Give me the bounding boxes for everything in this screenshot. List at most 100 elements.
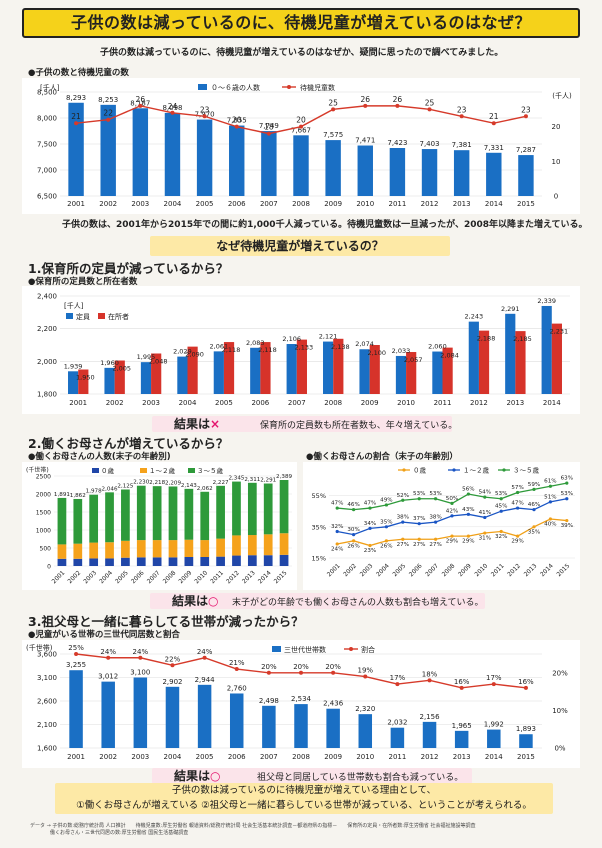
unit-label: [千人] bbox=[64, 301, 84, 310]
point bbox=[368, 543, 372, 548]
page-title: 子供の数は減っているのに、待機児童が増えているのはなぜ？ bbox=[22, 8, 580, 38]
point-waitlist bbox=[170, 110, 175, 115]
bar-segment bbox=[168, 540, 178, 558]
point bbox=[401, 537, 405, 541]
point-value-label: 26 bbox=[136, 95, 146, 104]
point-waitlist bbox=[299, 124, 303, 129]
bar-children bbox=[389, 148, 406, 196]
bar-value-label: 2,138 bbox=[331, 343, 350, 351]
bar-value-label: 2,032 bbox=[387, 719, 407, 727]
point-value-label: 47% bbox=[331, 501, 343, 507]
bar-enrolled bbox=[296, 339, 307, 394]
point-value-label: 51% bbox=[544, 494, 556, 500]
x-tick-label: 2002 bbox=[106, 399, 124, 407]
left-unit-label: [千人] bbox=[40, 83, 60, 92]
point-value-label: 23 bbox=[200, 105, 210, 114]
bar-total-label: 2,209 bbox=[165, 480, 181, 486]
legend-label-households: 三世代世帯数 bbox=[284, 645, 326, 654]
bar-capacity bbox=[432, 351, 443, 394]
point-waitlist bbox=[266, 131, 271, 136]
bar-value-label: 7,287 bbox=[516, 146, 536, 154]
bar-value-label: 2,156 bbox=[420, 713, 441, 721]
point-value-label: 20% bbox=[325, 663, 341, 671]
result3-label: 結果は bbox=[174, 769, 211, 783]
point-value-label: 16% bbox=[518, 678, 534, 686]
bar-total-label: 2,143 bbox=[181, 483, 197, 489]
bar-segment bbox=[89, 494, 99, 543]
bar-children bbox=[357, 145, 373, 196]
point-value-label: 26 bbox=[360, 95, 370, 104]
bar-enrolled bbox=[515, 331, 526, 394]
bar-value-label: 2,057 bbox=[404, 356, 423, 364]
point bbox=[352, 508, 356, 512]
chart5-panel: 1,600 2,100 2,600 3,100 3,600 0% 10% 20% (千世帯) 3,… bbox=[22, 640, 580, 768]
point bbox=[417, 497, 421, 501]
chart1-note: 子供の数は、2001年から2015年での間に約1,000千人減っている。待機児童… bbox=[62, 220, 588, 230]
result2-text: 末子がどの年齢でも働くお母さんの人数も割合も増えている。 bbox=[232, 598, 484, 608]
bar-value-label: 8,187 bbox=[130, 99, 150, 107]
point-value-label: 20% bbox=[293, 663, 309, 671]
point-value-label: 22 bbox=[103, 109, 113, 118]
bar-value-label: 2,084 bbox=[440, 352, 459, 360]
bar-segment bbox=[57, 558, 67, 566]
bar-households bbox=[133, 677, 148, 748]
bar-total-label: 2,345 bbox=[228, 476, 244, 482]
bar-value-label: 2,320 bbox=[355, 705, 375, 713]
point-value-label: 52% bbox=[397, 493, 409, 499]
bar-enrolled bbox=[333, 338, 344, 394]
bar-value-label: 1,960 bbox=[100, 359, 119, 367]
bar-households bbox=[326, 708, 340, 748]
bar-segment bbox=[247, 482, 257, 536]
x-tick-label: 2008 bbox=[162, 569, 178, 585]
point-ratio bbox=[170, 663, 175, 668]
x-tick-label: 2014 bbox=[257, 569, 273, 585]
bar-value-label: 2,243 bbox=[465, 313, 484, 321]
legend-swatch bbox=[140, 468, 147, 473]
bar-children bbox=[68, 102, 84, 196]
bar-capacity bbox=[359, 349, 370, 394]
bar-segment bbox=[136, 540, 146, 558]
point-waitlist bbox=[427, 107, 432, 112]
bar-enrolled bbox=[187, 346, 198, 394]
bar-enrolled bbox=[406, 352, 417, 394]
bar-total-label: 1,862 bbox=[70, 493, 86, 499]
point-value-label: 56% bbox=[462, 487, 474, 493]
point-ratio bbox=[299, 670, 303, 675]
point bbox=[516, 534, 520, 538]
bar-value-label: 7,423 bbox=[387, 139, 407, 147]
footnote-line1: データ → 子供の数:総務庁統計局 人口推計 待機児童数:厚生労働省 報道資料/… bbox=[30, 823, 476, 829]
bar-value-label: 1,893 bbox=[516, 725, 536, 733]
bar-households bbox=[519, 734, 533, 748]
chart3-title: ●働くお母さんの人数(末子の年齢別) bbox=[28, 452, 171, 462]
legend-label: ０歳 bbox=[101, 466, 115, 475]
point-value-label: 18% bbox=[422, 670, 438, 678]
point-value-label: 38% bbox=[429, 515, 441, 521]
y2-tick-label: 20% bbox=[552, 669, 568, 677]
bar-value-label: 2,944 bbox=[195, 676, 216, 684]
y-tick-label: 0 bbox=[47, 564, 51, 571]
point bbox=[499, 509, 503, 513]
point-value-label: 46% bbox=[347, 502, 359, 508]
x-tick-label: 2008 bbox=[324, 399, 342, 407]
bar-segment bbox=[232, 535, 241, 556]
legend-label: １～２歳 bbox=[149, 466, 176, 475]
point-waitlist bbox=[363, 103, 368, 108]
x-tick-label: 2004 bbox=[375, 562, 391, 578]
unit-label: (千世帯) bbox=[26, 643, 53, 652]
point-ratio bbox=[138, 655, 143, 660]
point-value-label: 54% bbox=[479, 490, 491, 496]
point bbox=[352, 533, 356, 537]
bar-segment bbox=[121, 489, 130, 541]
bar-total-label: 1,891 bbox=[54, 492, 70, 498]
bar-segment bbox=[57, 544, 67, 559]
point bbox=[335, 529, 339, 534]
y-tick-label: 7,500 bbox=[37, 141, 57, 149]
point bbox=[368, 506, 372, 510]
y-tick-label: 3,600 bbox=[37, 651, 57, 659]
bar-households bbox=[197, 684, 212, 748]
legend-swatch bbox=[188, 468, 195, 473]
x-tick-label: 2003 bbox=[359, 562, 375, 578]
point-value-label: 53% bbox=[429, 491, 441, 497]
legend-marker bbox=[502, 468, 506, 472]
bar-segment bbox=[136, 485, 146, 541]
